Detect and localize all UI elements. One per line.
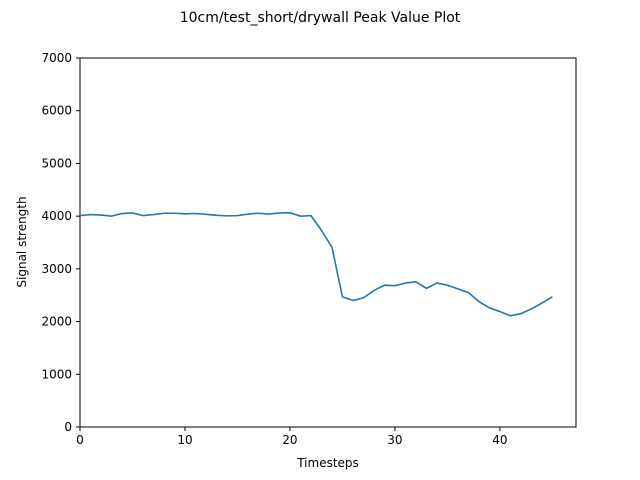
y-tick-label: 6000: [41, 104, 72, 118]
y-tick-label: 0: [64, 420, 72, 434]
y-tick-label: 2000: [41, 315, 72, 329]
x-tick-label: 30: [387, 433, 402, 447]
x-axis-label: Timesteps: [296, 456, 359, 470]
y-axis-label: Signal strength: [15, 196, 29, 287]
x-axis-ticks: 0 10 20 30 40: [76, 427, 508, 447]
x-tick-label: 40: [492, 433, 507, 447]
y-tick-label: 7000: [41, 51, 72, 65]
x-tick-label: 10: [177, 433, 192, 447]
series-line-0: [79, 211, 553, 317]
y-tick-label: 4000: [41, 209, 72, 223]
x-tick-label: 20: [282, 433, 297, 447]
y-tick-label: 1000: [41, 367, 72, 381]
plot-frame: [79, 57, 577, 428]
series-layer: [79, 211, 553, 317]
y-tick-label: 3000: [41, 262, 72, 276]
y-tick-label: 5000: [41, 156, 72, 170]
plot-area: [79, 57, 577, 428]
y-axis-ticks: 0 1000 2000 3000 4000 5000 6000 7000: [41, 51, 80, 434]
chart-title: 10cm/test_short/drywall Peak Value Plot: [180, 10, 461, 26]
x-tick-label: 0: [76, 433, 84, 447]
